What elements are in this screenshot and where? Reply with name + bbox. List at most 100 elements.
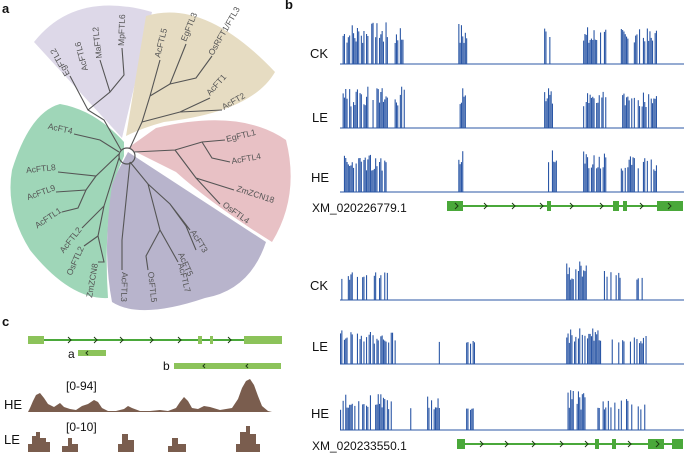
coverage-bar xyxy=(363,104,365,128)
coverage-bar xyxy=(622,30,624,64)
coverage-bar xyxy=(347,276,349,300)
coverage-bar xyxy=(366,34,368,64)
coverage-bar xyxy=(350,274,352,300)
coverage-bar xyxy=(397,40,399,64)
coverage-bar xyxy=(605,407,607,430)
coverage-bar xyxy=(605,157,607,192)
coverage-bar xyxy=(580,265,582,300)
coverage-bar xyxy=(463,42,465,64)
coverage-bar xyxy=(380,275,382,300)
coverage-bar xyxy=(631,404,633,430)
coverage-bar xyxy=(362,277,364,300)
coverage-bar xyxy=(551,103,553,128)
panel-c: a b [0-94] HE [0-10] LE xyxy=(4,336,282,452)
coverage-bar xyxy=(372,22,374,64)
coverage-bar xyxy=(377,340,379,364)
coverage-bar xyxy=(598,340,600,364)
track-label-ck-1: CK xyxy=(310,46,328,61)
coverage-bar xyxy=(624,34,626,64)
coverage-bar xyxy=(390,401,392,430)
coverage-bar xyxy=(360,35,362,64)
coverage-bar xyxy=(577,338,579,364)
coverage-bar xyxy=(464,32,466,64)
coverage-bar xyxy=(376,88,378,128)
coverage-bar xyxy=(346,98,348,128)
coverage-bar xyxy=(368,334,370,364)
coverage-le-c xyxy=(28,426,260,452)
coverage-bar xyxy=(584,271,586,300)
coverage-bar xyxy=(648,40,650,64)
coverage-bar xyxy=(459,164,461,192)
coverage-bar xyxy=(631,98,633,128)
coverage-bar xyxy=(593,155,595,192)
coverage-bar xyxy=(611,339,613,364)
coverage-bar xyxy=(584,163,586,192)
coverage-bar xyxy=(459,42,461,64)
coverage-bar xyxy=(351,272,353,300)
coverage-bar xyxy=(610,407,612,430)
coverage-bar xyxy=(367,86,369,128)
coverage-bar xyxy=(571,335,573,364)
coverage-bar xyxy=(627,96,629,128)
coverage-bar xyxy=(463,96,465,128)
coverage-bar xyxy=(394,99,396,128)
coverage-bar xyxy=(579,261,581,300)
coverage-bar xyxy=(655,96,657,128)
coverage-bar xyxy=(437,398,439,430)
coverage-bar xyxy=(583,270,585,300)
coverage-bar xyxy=(570,390,572,430)
coverage-bar xyxy=(343,97,345,128)
coverage-bar xyxy=(381,88,383,128)
coverage-bar xyxy=(590,97,592,128)
track-label-he-1: HE xyxy=(311,170,329,185)
coverage-bar xyxy=(637,278,639,300)
coverage-bar xyxy=(601,97,603,128)
coverage-bar xyxy=(584,397,586,430)
coverage-bar xyxy=(380,158,382,192)
coverage-bar xyxy=(358,31,360,64)
coverage-bar xyxy=(386,37,388,64)
coverage-bar xyxy=(597,407,599,430)
coverage-bar xyxy=(593,340,595,364)
segment-label-a: a xyxy=(68,347,75,361)
coverage-bar xyxy=(589,333,591,364)
coverage-bar xyxy=(359,158,361,192)
segment-b-arrows xyxy=(202,363,249,369)
coverage-bar xyxy=(376,23,378,64)
coverage-bar xyxy=(381,170,383,192)
coverage-bar xyxy=(458,24,460,64)
coverage-bar xyxy=(544,28,546,65)
coverage-bar xyxy=(355,41,357,64)
coverage-bar xyxy=(650,159,652,192)
coverage-bar xyxy=(410,408,412,430)
coverage-bar xyxy=(353,102,355,128)
coverage-bar xyxy=(592,164,594,192)
coverage-bar xyxy=(641,106,643,128)
coverage-bar xyxy=(637,406,639,430)
coverage-bar xyxy=(583,151,585,192)
coverage-bar xyxy=(554,162,556,192)
coverage-bar xyxy=(577,391,579,430)
coverage-bar xyxy=(345,89,347,128)
coverage-bar xyxy=(633,97,635,128)
coverage-bar xyxy=(645,107,647,128)
coverage-bar xyxy=(438,408,440,430)
track-label-ck-2: CK xyxy=(310,278,328,293)
coverage-bar xyxy=(341,278,343,300)
coverage-bar xyxy=(401,86,403,128)
coverage-bar xyxy=(346,162,348,192)
coverage-bar xyxy=(644,102,646,128)
coverage-bar xyxy=(598,408,600,430)
coverage-bar xyxy=(351,334,353,364)
coverage-bar xyxy=(568,407,570,430)
coverage-bar xyxy=(379,278,381,300)
coverage-bar xyxy=(628,100,630,128)
track-label-he-c: HE xyxy=(4,397,22,412)
coverage-bar xyxy=(356,276,358,300)
coverage-bar xyxy=(597,330,599,364)
coverage-bar xyxy=(568,342,570,364)
coverage-bar xyxy=(366,275,368,300)
coverage-bar xyxy=(588,103,590,128)
coverage-bar xyxy=(588,168,590,192)
